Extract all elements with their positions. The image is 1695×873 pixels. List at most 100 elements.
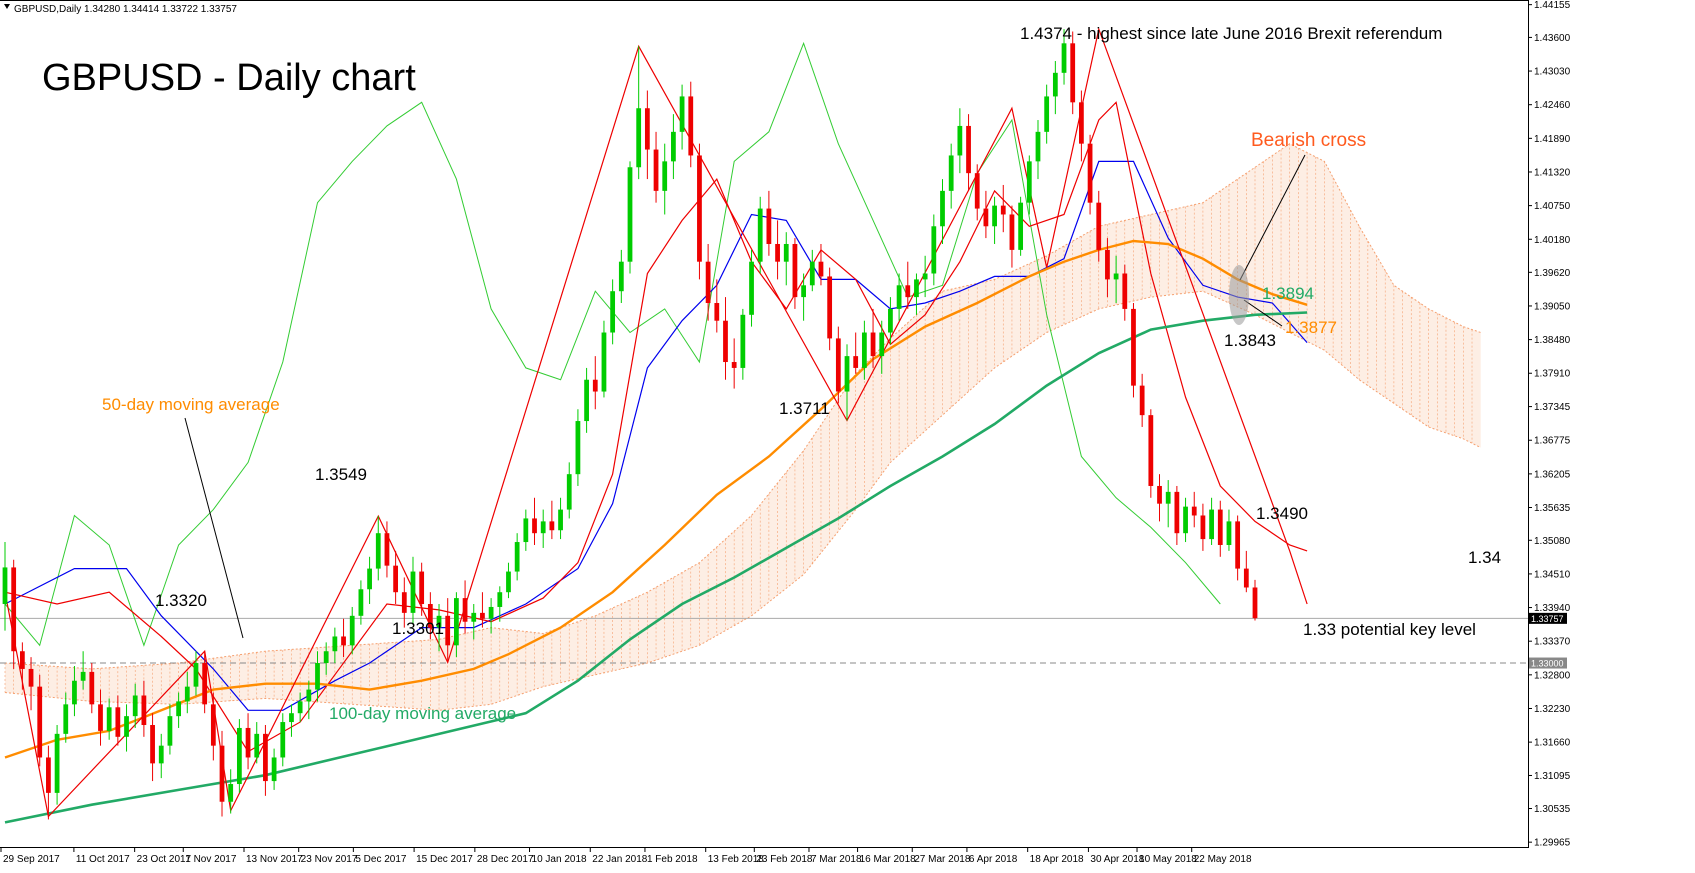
candle-body	[974, 173, 980, 209]
candle-body	[280, 722, 286, 758]
candle	[1243, 550, 1249, 593]
candle	[1217, 500, 1223, 557]
candle-body	[1044, 96, 1050, 132]
candle-body	[705, 261, 711, 304]
candle-body	[983, 208, 989, 227]
candle	[202, 651, 208, 714]
candle	[1113, 255, 1119, 304]
candle-body	[714, 303, 720, 321]
candle	[358, 580, 364, 625]
candle	[792, 238, 798, 309]
candle-body	[150, 725, 155, 764]
x-tick-label: 23 Oct 2017	[137, 854, 192, 865]
candle-body	[358, 589, 364, 616]
candle-body	[540, 521, 546, 534]
candle-body	[888, 308, 893, 333]
candle	[445, 598, 451, 663]
candle	[1044, 84, 1050, 144]
candle	[1018, 196, 1024, 256]
candle-body	[1200, 515, 1206, 540]
candle	[1105, 238, 1110, 298]
candle-body	[671, 131, 676, 162]
candle	[861, 320, 867, 380]
candle	[89, 663, 95, 714]
candle-body	[176, 701, 181, 717]
x-tick-label: 16 Mar 2018	[860, 854, 917, 865]
candle-body	[506, 571, 511, 593]
candle	[1148, 409, 1154, 498]
candle-body	[827, 276, 833, 339]
y-tick-label: 1.32230	[1534, 704, 1571, 715]
candle	[367, 556, 372, 605]
candle-body	[618, 261, 624, 292]
candle-body	[1026, 161, 1032, 203]
candle	[644, 90, 650, 180]
candle	[1061, 29, 1067, 85]
candle	[63, 692, 69, 743]
candle	[1226, 509, 1232, 551]
candle-body	[697, 155, 702, 262]
candle	[254, 722, 260, 764]
candle	[115, 695, 121, 746]
bearish-cross-label: Bearish cross	[1251, 130, 1366, 151]
candle	[1191, 491, 1197, 528]
candle-body	[1079, 102, 1084, 144]
candle-body	[740, 314, 746, 368]
level-134-label: 1.34	[1468, 548, 1501, 567]
candle-body	[393, 565, 399, 593]
candle	[757, 196, 763, 274]
candle-body	[98, 704, 103, 731]
candle-body	[575, 421, 581, 475]
candle	[436, 604, 442, 652]
candle-body	[367, 568, 372, 590]
candle	[914, 273, 919, 315]
candle-body	[757, 208, 763, 262]
kijun-pointer-line	[1243, 299, 1283, 327]
dropdown-arrow-icon[interactable]	[4, 4, 10, 9]
candle-body	[1035, 131, 1041, 162]
candle	[679, 84, 685, 150]
candle	[1252, 579, 1258, 621]
candle	[341, 618, 346, 658]
candle	[1131, 303, 1136, 398]
candle	[280, 713, 286, 767]
y-tick-label: 1.35635	[1534, 503, 1571, 514]
y-tick-label: 1.31660	[1534, 738, 1571, 749]
candle-body	[289, 713, 294, 723]
y-tick-label: 1.36205	[1534, 469, 1571, 480]
candle	[584, 367, 589, 433]
y-tick-label: 1.37910	[1534, 369, 1571, 380]
candle-body	[2, 567, 8, 605]
candle-body	[549, 521, 555, 531]
y-tick-label: 1.39620	[1534, 268, 1571, 279]
candle	[497, 586, 503, 622]
candle	[11, 559, 17, 669]
candle	[1026, 155, 1032, 215]
candle-body	[896, 285, 902, 309]
candle-body	[1122, 273, 1128, 309]
candle	[1087, 134, 1093, 215]
x-tick-label: 10 Jan 2018	[532, 854, 587, 865]
candle	[176, 692, 181, 728]
candle-body	[115, 707, 121, 737]
cloud-fill	[5, 143, 1481, 711]
candle	[888, 297, 893, 345]
trough-1-label: 1.3711	[779, 399, 830, 418]
candle	[835, 326, 841, 404]
candle-body	[210, 704, 216, 746]
candle	[618, 249, 624, 304]
candle	[393, 550, 399, 605]
x-tick-label: 29 Sep 2017	[3, 854, 60, 865]
candle	[974, 164, 980, 221]
candle-body	[236, 727, 242, 785]
candle-body	[844, 356, 850, 392]
x-tick-label: 22 Jan 2018	[592, 854, 647, 865]
candle-body	[879, 332, 885, 357]
candle	[1079, 90, 1084, 162]
candle	[401, 577, 407, 628]
candle-body	[584, 379, 589, 422]
candle-body	[480, 612, 485, 619]
candle-body	[228, 784, 234, 802]
candle-body	[636, 108, 642, 168]
candle	[1009, 205, 1015, 268]
